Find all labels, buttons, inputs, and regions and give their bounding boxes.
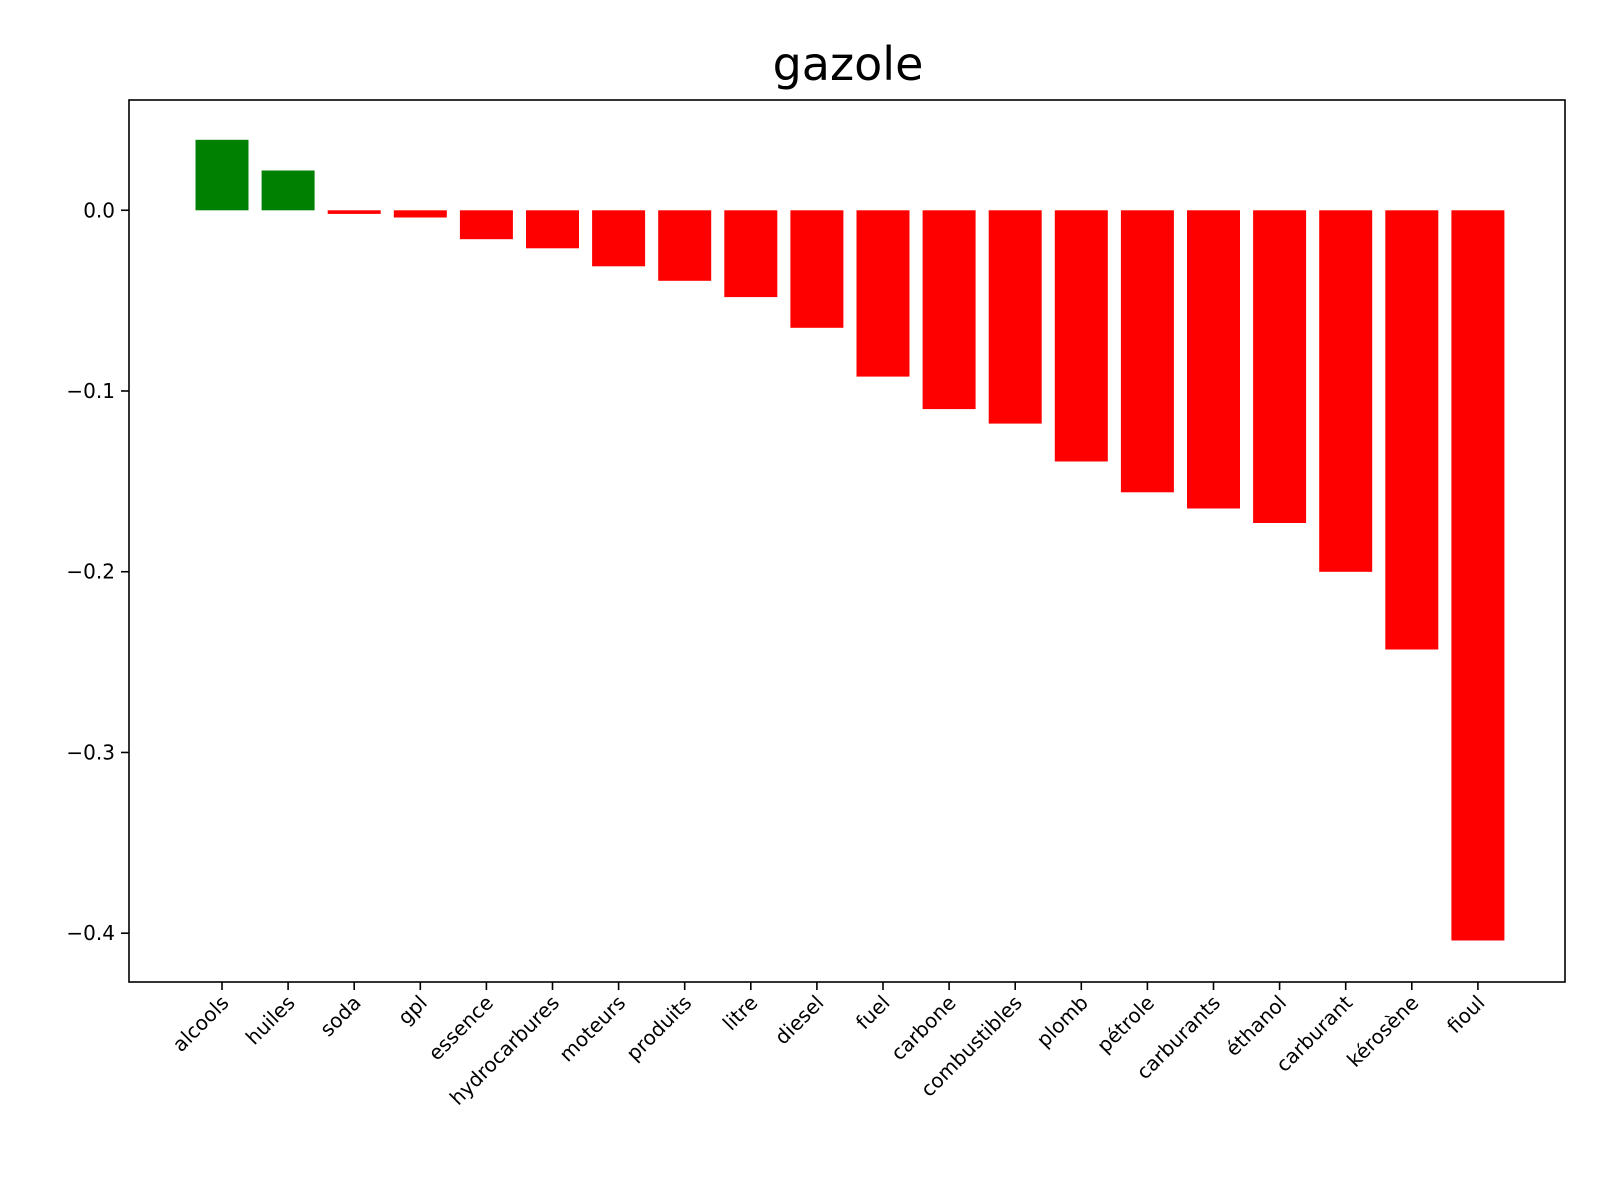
x-tick-label: fioul — [1442, 991, 1489, 1038]
bar-litre — [724, 210, 778, 298]
x-tick-label: alcools — [168, 991, 234, 1057]
bar-carbone — [922, 210, 976, 410]
y-tick-label: 0.0 — [83, 198, 115, 222]
bar-hydrocarbures — [526, 210, 579, 249]
bar-produits — [658, 210, 712, 281]
x-tick-label: gpl — [393, 991, 432, 1030]
x-tick-label: fuel — [851, 991, 895, 1035]
bar-kérosène — [1385, 210, 1439, 650]
x-tick-label: plomb — [1032, 991, 1093, 1052]
bar-combustibles — [988, 210, 1042, 424]
x-tick-label: kérosène — [1342, 991, 1423, 1072]
chart-title: gazole — [773, 37, 924, 91]
x-tick-label: huiles — [241, 991, 300, 1050]
x-tick-label: moteurs — [554, 991, 630, 1067]
bar-moteurs — [592, 210, 646, 267]
x-tick-label: litre — [718, 991, 763, 1036]
x-axis: alcools huiles soda gplessencehydrocarbures… — [168, 982, 1489, 1110]
bar-diesel — [790, 210, 844, 328]
bar-plomb — [1054, 210, 1108, 462]
bar-huiles — [261, 170, 315, 211]
plot-frame — [128, 99, 1566, 983]
bar-essence — [459, 210, 513, 240]
bar-gpl — [393, 210, 447, 218]
x-tick-label: diesel — [770, 991, 829, 1050]
y-tick-label: −0.3 — [66, 740, 115, 764]
bar-fuel — [856, 210, 910, 377]
bar-soda — [327, 210, 381, 214]
x-tick-label: pétrole — [1092, 991, 1159, 1058]
y-axis: 0.0 −0.1 −0.2 −0.3 −0.4 — [66, 198, 129, 945]
bar-alcools — [195, 139, 249, 211]
x-tick-label: produits — [621, 991, 696, 1066]
bar-fioul — [1451, 210, 1505, 941]
y-tick-label: −0.4 — [66, 921, 115, 945]
x-tick-label: soda — [315, 991, 366, 1042]
bar-éthanol — [1253, 210, 1307, 524]
bar-carburants — [1187, 210, 1240, 509]
y-tick-label: −0.2 — [66, 560, 115, 584]
bars-group — [195, 139, 1505, 941]
y-tick-label: −0.1 — [66, 379, 115, 403]
bar-carburant — [1319, 210, 1373, 572]
bar-pétrole — [1120, 210, 1174, 493]
